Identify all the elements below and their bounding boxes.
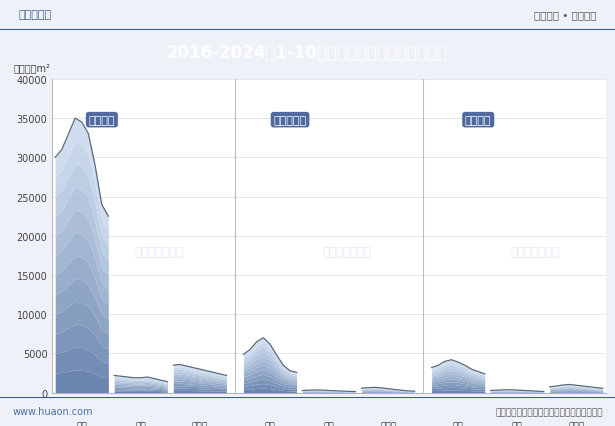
Text: 专业严谨 • 客观科学: 专业严谨 • 客观科学 bbox=[534, 10, 597, 20]
Text: 新开工面积: 新开工面积 bbox=[274, 115, 307, 125]
Text: 竣工面积: 竣工面积 bbox=[465, 115, 491, 125]
Text: 2016-2024年1-10月福建省房地产施工面积情况: 2016-2024年1-10月福建省房地产施工面积情况 bbox=[167, 44, 448, 62]
Text: 商业营
业用房: 商业营 业用房 bbox=[568, 421, 584, 426]
Text: 商品
住宅: 商品 住宅 bbox=[264, 421, 276, 426]
Text: 数据来源：国家统计局；华经产业研究院整理: 数据来源：国家统计局；华经产业研究院整理 bbox=[495, 407, 603, 416]
Text: 单位：万m²: 单位：万m² bbox=[14, 63, 50, 73]
Text: 商业营
业用房: 商业营 业用房 bbox=[380, 421, 396, 426]
Text: 施工面积: 施工面积 bbox=[89, 115, 115, 125]
Text: 华经产业研究院: 华经产业研究院 bbox=[510, 245, 560, 258]
Text: 办公
楼: 办公 楼 bbox=[135, 421, 146, 426]
Text: 商品
住宅: 商品 住宅 bbox=[453, 421, 464, 426]
Text: www.huaon.com: www.huaon.com bbox=[12, 406, 93, 417]
Text: 商业营
业用房: 商业营 业用房 bbox=[192, 421, 208, 426]
Text: 办公
楼: 办公 楼 bbox=[512, 421, 523, 426]
Text: 华经产业研究院: 华经产业研究院 bbox=[134, 245, 183, 258]
Text: 华经情报网: 华经情报网 bbox=[18, 10, 52, 20]
Text: 商品
住宅: 商品 住宅 bbox=[76, 421, 87, 426]
Text: 华经产业研究院: 华经产业研究院 bbox=[322, 245, 371, 258]
Text: 办公
楼: 办公 楼 bbox=[323, 421, 335, 426]
